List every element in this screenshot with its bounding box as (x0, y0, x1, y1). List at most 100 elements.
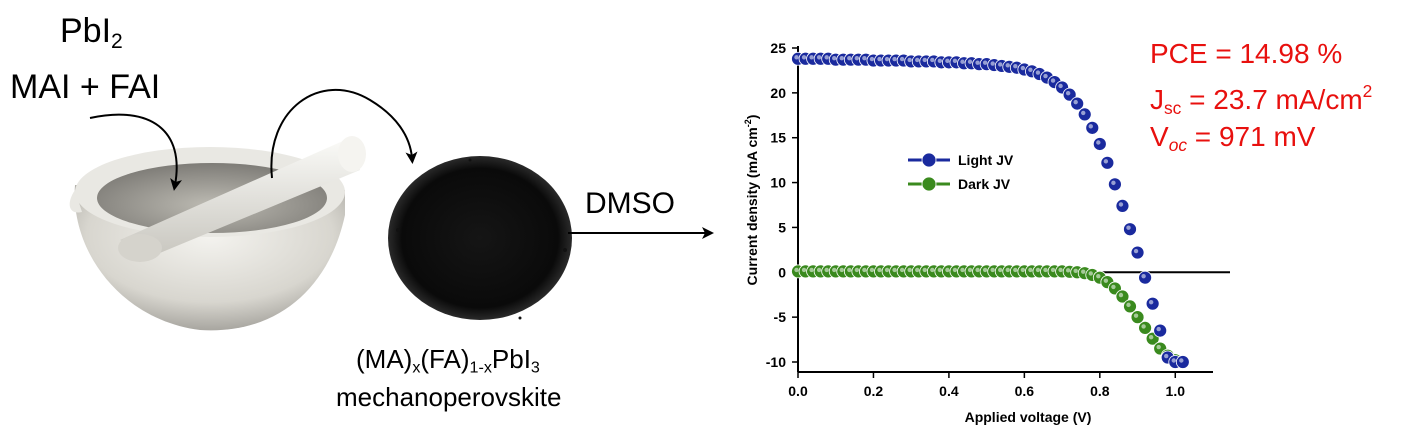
dark-jv-point-highlight (824, 267, 829, 273)
legend-marker-dark-jv (921, 176, 937, 192)
jsc-sup: 2 (1362, 81, 1373, 101)
dark-jv-point-highlight (960, 267, 965, 273)
dark-jv-point-highlight (877, 267, 882, 273)
dark-jv-point-highlight (1156, 344, 1161, 350)
dark-jv-point-highlight (1050, 267, 1056, 273)
mortar-and-pestle (69, 136, 366, 331)
formula-fa: (FA) (420, 344, 470, 374)
light-jv-point-highlight (1073, 99, 1078, 105)
y-tick-label: 25 (770, 40, 786, 56)
light-jv-point-highlight (1005, 63, 1010, 68)
dark-jv-point-highlight (975, 267, 980, 273)
light-jv-point-highlight (975, 60, 980, 65)
y-tick-label: -10 (766, 354, 786, 370)
x-tick-label: 1.0 (1166, 383, 1186, 399)
light-jv-point-highlight (1013, 64, 1018, 69)
dark-jv-point-highlight (945, 267, 950, 273)
y-axis-label-sup: -2 (743, 119, 753, 127)
mortar-spout (69, 190, 82, 213)
dark-jv-point-highlight (794, 267, 799, 273)
dark-jv-point-highlight (1073, 268, 1078, 273)
light-jv-point-highlight (945, 58, 950, 64)
chart-layer: 25 20 15 10 5 0 -5 -100.0 0.2 0.4 0.6 0.8 1.0 Light J… (766, 40, 1230, 399)
light-jv-point-highlight (801, 55, 807, 60)
powder-pile (388, 156, 572, 320)
formula-sub-3: 3 (530, 358, 540, 377)
x-tick-label: 0.2 (864, 383, 884, 399)
dark-jv-point-highlight (1035, 267, 1041, 273)
reagent-mai-fai: MAI + FAI (10, 68, 161, 106)
dark-jv-point-highlight (1005, 267, 1010, 273)
dark-jv-point-highlight (967, 267, 973, 273)
light-jv-point-highlight (862, 55, 867, 61)
dark-jv-point-highlight (869, 267, 875, 273)
pestle-handle (120, 140, 360, 255)
light-jv-point-highlight (1156, 326, 1161, 332)
light-jv-point-highlight (922, 57, 927, 63)
dark-jv-point-highlight (998, 267, 1003, 273)
y-tick-label: 20 (770, 85, 786, 101)
dark-jv-point-highlight (907, 267, 912, 273)
pestle-end (338, 136, 366, 172)
y-tick-label: 15 (770, 130, 786, 146)
y-tick-label: -5 (774, 309, 787, 325)
light-jv-point-highlight (907, 57, 912, 63)
dark-jv-point-highlight (1088, 271, 1093, 276)
dark-jv-point-highlight (1020, 267, 1026, 273)
voc-prefix: V (1150, 121, 1169, 152)
curved-arrow-into-mortar (89, 113, 182, 191)
light-jv-point-highlight (982, 60, 988, 65)
solvent-label: DMSO (585, 187, 675, 220)
light-jv-point-highlight (1118, 202, 1124, 207)
legend-marker-light-jv (921, 152, 937, 168)
light-jv-point-highlight (892, 56, 897, 62)
light-jv-point-highlight (899, 56, 905, 62)
x-tick-label: 0.8 (1090, 383, 1110, 399)
light-jv-point-highlight (1126, 225, 1131, 230)
light-jv-point-highlight (1020, 65, 1026, 71)
light-jv-point-highlight (809, 55, 814, 60)
scheme-graphics (69, 88, 714, 331)
dark-jv-point-highlight (922, 267, 927, 273)
light-jv-point-highlight (854, 55, 860, 61)
formula-pbi: PbI (491, 344, 531, 374)
dark-jv-point-highlight (1148, 334, 1154, 340)
light-jv-point-highlight (1028, 67, 1033, 73)
y-tick-label: 10 (770, 175, 786, 191)
light-jv-point-highlight (1065, 90, 1071, 96)
legend-label-light-jv: Light JV (958, 152, 1014, 168)
x-tick-label: 0.4 (939, 383, 959, 399)
light-jv-point-highlight (1171, 358, 1176, 363)
light-jv-point-highlight (1043, 73, 1048, 79)
voc-sub: oc (1168, 134, 1188, 155)
light-jv-point-highlight (967, 59, 973, 64)
dark-jv-point-highlight (884, 267, 890, 273)
black-powder (388, 156, 572, 320)
light-jv-point-highlight (998, 62, 1003, 67)
light-jv-point-highlight (990, 61, 995, 66)
jsc-rest: = 23.7 mA/cm (1181, 84, 1363, 116)
dark-jv-point-highlight (1141, 324, 1146, 329)
light-jv-point-highlight (1058, 83, 1063, 89)
light-jv-point-highlight (937, 58, 943, 64)
dark-jv-point-highlight (1043, 267, 1048, 273)
dark-jv-point-highlight (1028, 267, 1033, 273)
dark-jv-point-highlight (832, 267, 837, 273)
light-jv-point-highlight (930, 57, 935, 63)
dark-jv-point-highlight (809, 267, 814, 273)
dark-jv-point-highlight (952, 267, 958, 273)
dark-jv-point-highlight (1081, 269, 1086, 274)
light-jv-point-highlight (794, 55, 799, 60)
jsc-prefix: J (1150, 84, 1164, 116)
dark-jv-point-highlight (1118, 292, 1124, 298)
light-jv-point-highlight (1050, 78, 1056, 83)
dark-jv-point-highlight (1096, 273, 1101, 279)
reagent-pbi2-subscript: 2 (111, 29, 123, 53)
x-tick-label: 0.0 (788, 383, 808, 399)
product-name: mechanoperovskite (336, 382, 562, 412)
light-jv-point-highlight (847, 55, 852, 61)
dark-jv-point-highlight (862, 267, 867, 273)
y-tick-label: 5 (778, 219, 786, 235)
dark-jv-point-highlight (1111, 284, 1116, 290)
